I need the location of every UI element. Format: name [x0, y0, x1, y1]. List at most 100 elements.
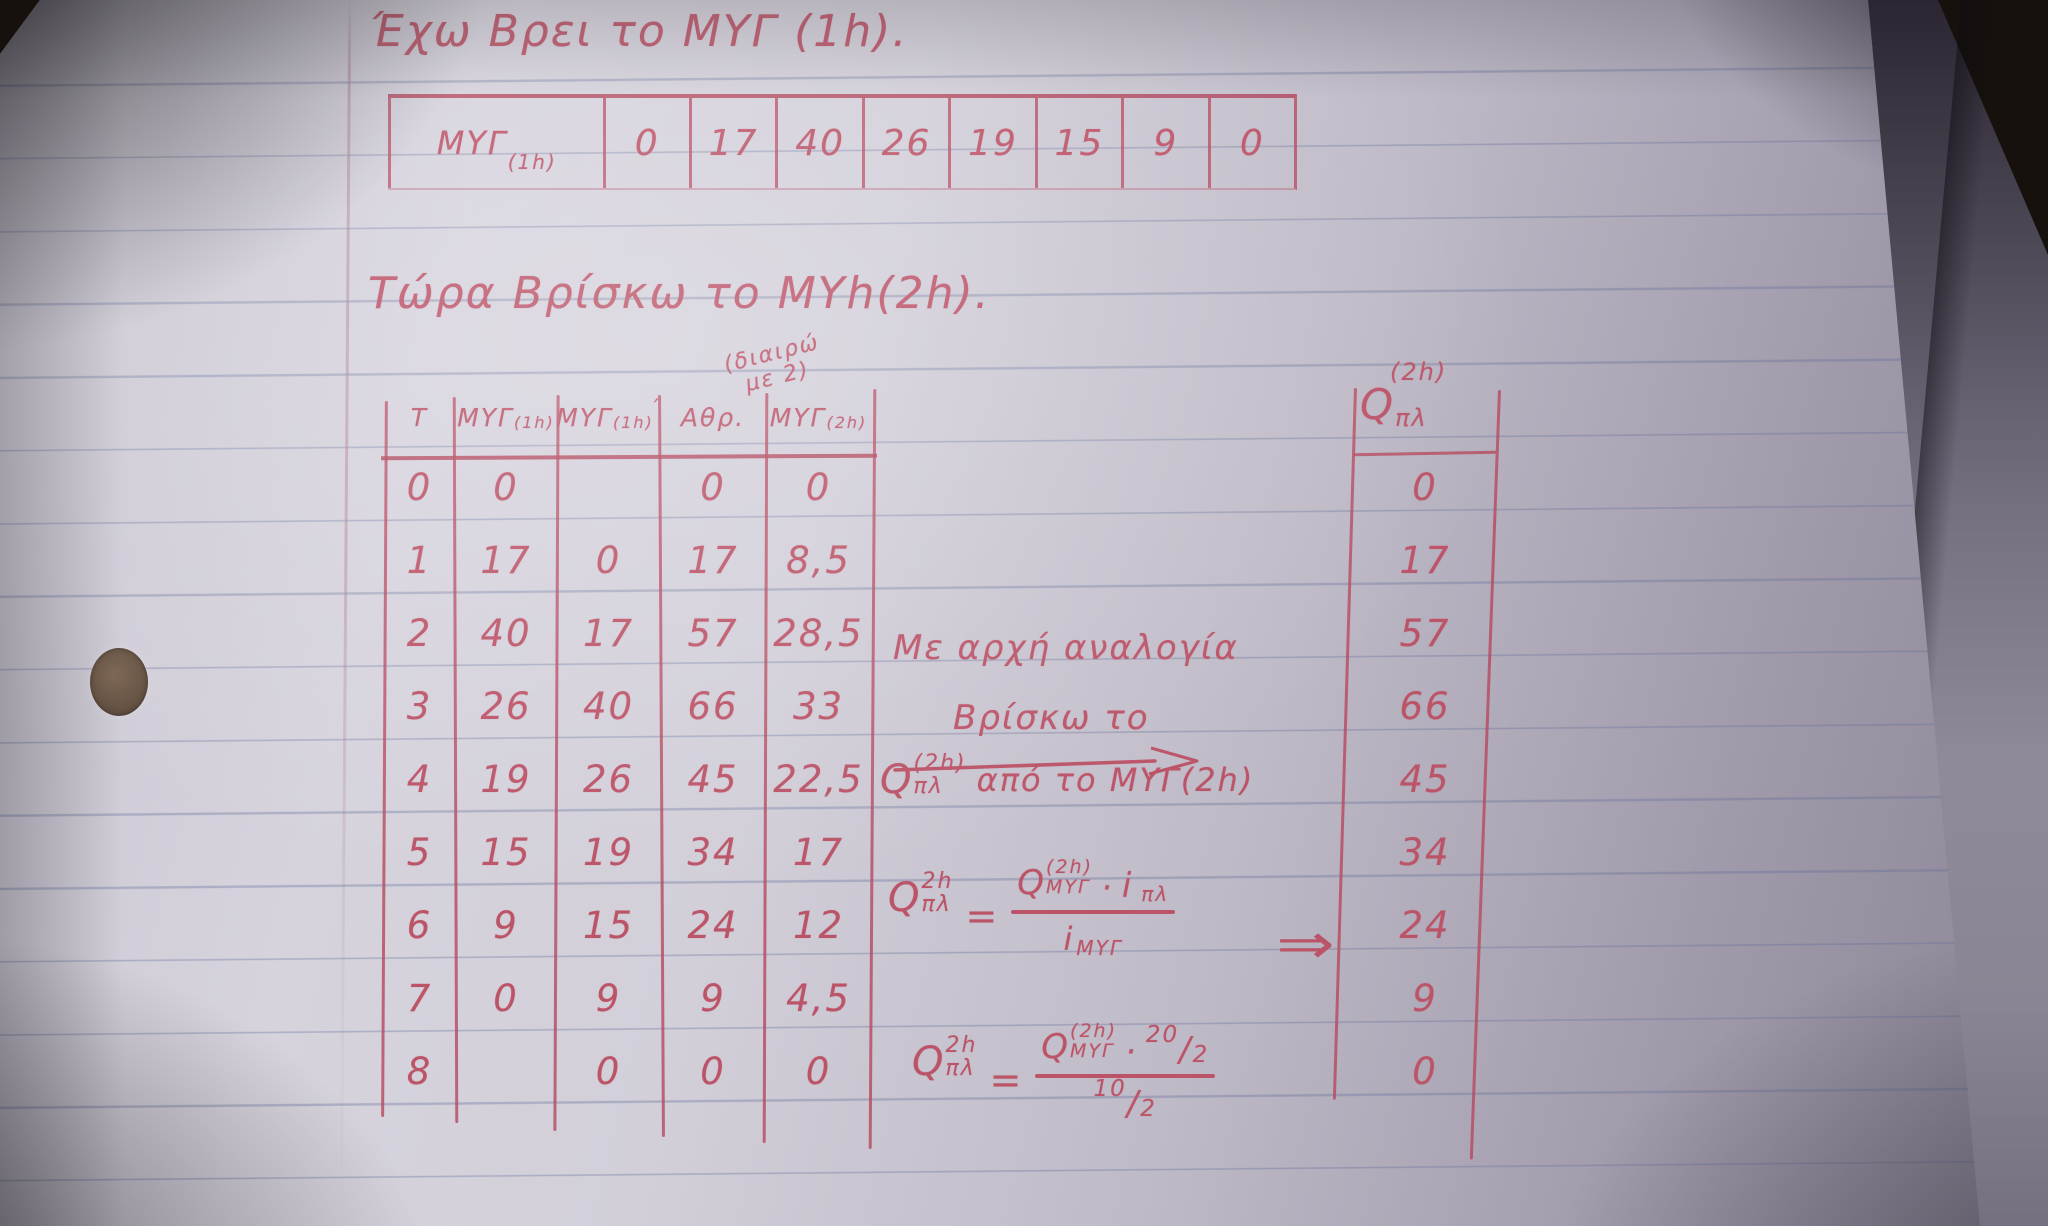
table-computation: T ΜΥΓ (1h) ΜΥΓ (1h) ′ Αθρ. ΜΥΓ (2h)	[380, 388, 878, 1175]
q-base: Q	[880, 757, 914, 803]
i-sub: ΜΥΓ	[1076, 936, 1123, 960]
annotation-rest: από το ΜΥΓ(2h)	[976, 761, 1255, 799]
header-base: T	[410, 403, 429, 432]
header-base: ΜΥΓ	[556, 403, 613, 432]
label-base: ΜΥΓ	[436, 124, 508, 162]
implies-arrow-icon: ⇒	[1276, 912, 1335, 977]
header-sup: (2h)	[1390, 358, 1448, 386]
table-cell: 17	[582, 611, 635, 655]
table-cell: 0	[700, 465, 726, 509]
table-row: 1 17 0 17 8,5	[383, 525, 875, 595]
table-cell	[556, 452, 661, 522]
table-cell: 9	[1121, 98, 1207, 188]
table-cell: 28,5	[773, 611, 864, 655]
header-base: Αθρ.	[680, 403, 746, 432]
table-cell: 8	[406, 1049, 433, 1093]
header-sub: (1h)	[513, 413, 555, 432]
fraction: Q (2h) ΜΥΓ · 20 / 2	[1035, 1021, 1216, 1124]
table-cell: 0	[805, 1049, 832, 1093]
q-symbol: Q 2h πλ	[912, 1034, 977, 1082]
table-cell: 0	[1412, 1049, 1438, 1093]
fraction-bottom: 2	[1192, 1042, 1210, 1068]
fraction-slash: /	[1126, 1084, 1141, 1124]
q-sub: πλ	[945, 1056, 976, 1082]
q-base: Q	[888, 875, 922, 921]
table-cell: 7	[406, 976, 433, 1020]
table-cell: 26	[861, 98, 948, 188]
q-sub: ΜΥΓ	[1046, 875, 1091, 898]
table-cell: 57	[1399, 611, 1451, 655]
table-cell: 4,5	[786, 976, 851, 1020]
table-cell: 0	[700, 1049, 726, 1093]
table-cell: 0	[595, 1049, 622, 1093]
table-row: 8 0 0 0	[383, 1036, 875, 1106]
table-cell: 1	[406, 538, 433, 582]
formula-q-proportion: Q 2h πλ = Q (2h) ΜΥΓ · i	[888, 857, 1176, 960]
table-cell: 19	[582, 830, 635, 874]
fraction: Q (2h) ΜΥΓ · i πλ i ΜΥΓ	[1011, 857, 1176, 960]
table-q-2h: (2h) Q πλ 0 17 57 66 45 34 24 9 0	[1332, 358, 1516, 1178]
table-cell: 66	[1399, 684, 1451, 728]
table-cell: 40	[582, 684, 635, 728]
q-symbol: Q (2h) πλ	[880, 752, 967, 803]
multiply-dot: ·	[1125, 1032, 1138, 1072]
q-sub: ΜΥΓ	[1070, 1039, 1115, 1062]
table-cell: 34	[1399, 830, 1451, 874]
header-base: ΜΥΓ	[457, 403, 514, 432]
column-header: Αθρ.	[661, 403, 765, 432]
table-cell: 15	[480, 830, 532, 874]
header-sub: πλ	[1395, 404, 1428, 432]
column-header: ΜΥΓ (1h)	[456, 403, 556, 432]
q-column-header: (2h) Q πλ	[1360, 360, 1447, 430]
table-row: 2 40 17 57 28,5	[383, 598, 875, 668]
hole-punch	[90, 648, 148, 716]
fraction-bottom: 2	[1140, 1096, 1157, 1122]
fraction-top: 10	[1093, 1076, 1127, 1102]
table-cell: 15	[1034, 98, 1121, 188]
q-symbol: Q (2h) ΜΥΓ	[1017, 857, 1093, 903]
header-base: Q	[1360, 380, 1396, 429]
table-cell: 17	[792, 830, 845, 874]
table-cell	[456, 1036, 556, 1106]
table-cell: 4	[406, 757, 433, 801]
annotation-find: Βρίσκω το	[953, 698, 1150, 738]
table-cell: 24	[1399, 903, 1451, 947]
table-cell: 45	[1399, 757, 1451, 801]
table-cell: 17	[687, 538, 739, 582]
table-cell: 40	[775, 98, 861, 188]
q-sup: (2h)	[1070, 1020, 1118, 1042]
table-cell: 15	[582, 903, 635, 947]
table-cell: 0	[493, 976, 519, 1020]
table-cell: 9	[1412, 976, 1438, 1020]
table-cell: 66	[687, 684, 739, 728]
q-base: Q	[1017, 863, 1047, 903]
table-myg-1h: ΜΥΓ (1h) 0 17 40 26 19 15 9 0	[388, 94, 1297, 190]
table-row: 5 15 19 34 17	[383, 817, 875, 887]
table-cell: 45	[687, 757, 739, 801]
table-row: 7 0 9 9 4,5	[383, 963, 875, 1033]
q-symbol: Q 2h πλ	[888, 870, 953, 921]
i-sub: πλ	[1141, 882, 1170, 906]
table-cell: 0	[1207, 98, 1294, 188]
table-cell: 5	[406, 830, 433, 874]
label-sub: (1h)	[507, 150, 557, 174]
table-cell: 9	[595, 976, 622, 1020]
q-sub: πλ	[913, 774, 944, 800]
small-fraction: 10 / 2	[1094, 1076, 1157, 1124]
table-row: 4 19 26 45 22,5	[383, 744, 875, 814]
table-cell: 3	[406, 684, 433, 728]
annotation-q-from-myg: Q (2h) πλ από το ΜΥΓ(2h)	[880, 752, 1255, 803]
column-header: ΜΥΓ (2h)	[765, 403, 872, 432]
formula-q-numeric: Q 2h πλ = Q (2h) ΜΥΓ ·	[912, 1021, 1216, 1124]
table-cell: 6	[406, 903, 433, 947]
table-row-label: ΜΥΓ (1h)	[388, 98, 603, 188]
q-base: Q	[1041, 1027, 1071, 1067]
column-header: ΜΥΓ (1h) ′	[556, 396, 661, 432]
header-sub: (1h)	[612, 413, 654, 432]
table-cell: 19	[480, 757, 532, 801]
table-cell: 0	[595, 538, 622, 582]
fraction-slash: /	[1179, 1030, 1193, 1070]
column-header: T	[383, 403, 456, 432]
table-cell: 19	[948, 98, 1034, 188]
